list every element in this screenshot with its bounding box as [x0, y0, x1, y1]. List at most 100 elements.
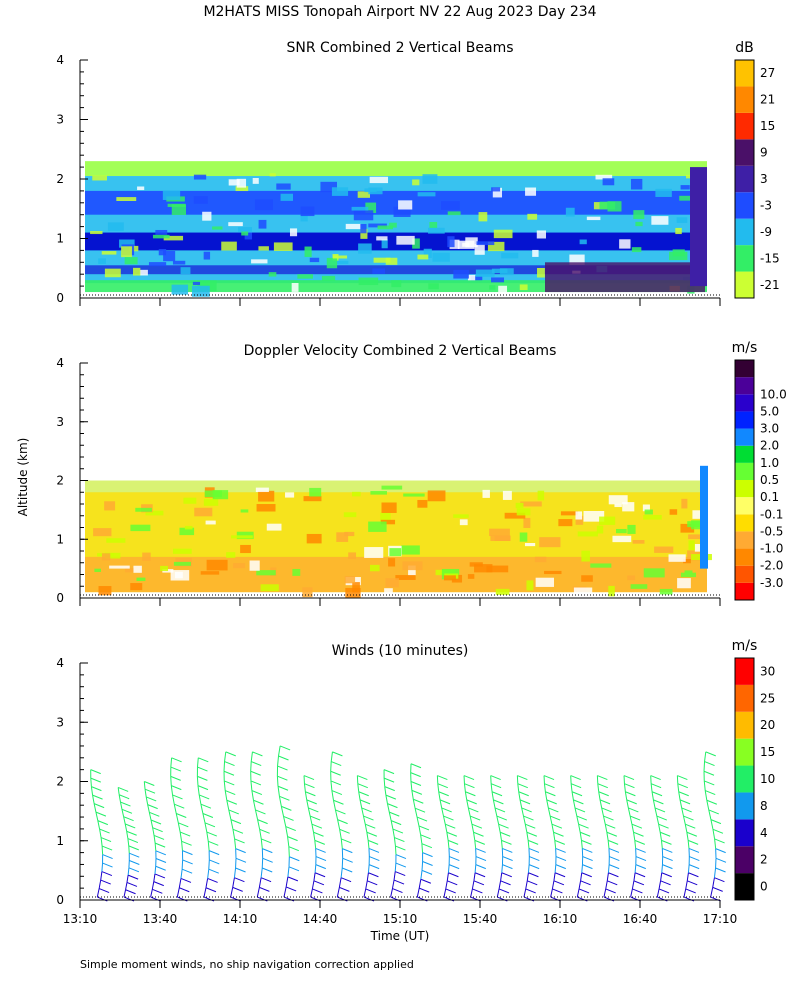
wind-staff: [181, 841, 183, 851]
wind-staff: [523, 888, 527, 898]
colorbar-frame: [734, 59, 755, 299]
vel-cell: [408, 565, 416, 576]
wind-barb: [357, 775, 368, 781]
wind-staff: [421, 861, 424, 871]
wind-barb: [383, 769, 395, 775]
vel-cell: [381, 485, 403, 490]
vel-cell: [577, 531, 598, 537]
vel-cell: [526, 580, 534, 591]
wind-barb: [251, 790, 263, 796]
wind-barb: [606, 831, 618, 837]
wind-barb: [438, 791, 449, 797]
snr-cell: [326, 257, 338, 269]
wind-barb: [304, 783, 315, 789]
wind-staff: [416, 816, 420, 827]
wind-staff: [337, 819, 341, 830]
snr-cell: [478, 212, 488, 222]
colorbar-frame: [734, 657, 755, 901]
snr-cell: [252, 177, 259, 184]
wind-staff: [232, 829, 236, 840]
wind-barb: [410, 772, 421, 778]
snr-cell: [475, 269, 495, 277]
vel-cell: [489, 528, 510, 537]
wind-barb: [390, 820, 402, 826]
wind-staff: [553, 872, 556, 881]
wind-barb: [358, 791, 369, 797]
wind-staff: [309, 815, 313, 825]
colorbar-swatch: [735, 531, 754, 549]
wind-staff: [127, 867, 130, 876]
wind-barb: [581, 872, 592, 878]
snr-cell: [381, 239, 388, 249]
wind-staff: [226, 800, 230, 811]
wind-barb: [678, 791, 689, 797]
wind-barb: [389, 811, 400, 817]
wind-barb: [368, 864, 380, 870]
wind-staff: [384, 786, 387, 796]
wind-barb: [306, 799, 317, 805]
colorbar-swatch: [735, 411, 754, 429]
snr-cell: [300, 214, 308, 222]
wind-barb: [420, 834, 431, 840]
wind-barb: [624, 783, 635, 789]
snr-cell: [635, 221, 643, 227]
snr-cell: [258, 219, 267, 229]
vel-cell: [343, 512, 357, 518]
vel-cell: [627, 524, 636, 534]
wind-barb: [629, 815, 641, 821]
wind-barb: [651, 791, 663, 797]
wind-barb: [554, 872, 566, 878]
wind-staff: [232, 877, 235, 888]
wind-barb: [257, 819, 268, 825]
footnote: Simple moment winds, no ship navigation …: [80, 958, 414, 971]
wind-staff: [100, 871, 103, 881]
snr-cell: [280, 193, 294, 201]
wind-barb: [303, 775, 315, 781]
wind-staff: [154, 843, 157, 851]
wind-staff: [521, 807, 524, 817]
wind-profile: [303, 775, 327, 902]
wind-staff: [501, 864, 503, 873]
wind-staff: [706, 800, 710, 811]
vel-cell: [160, 565, 169, 572]
wind-barb: [464, 783, 475, 789]
wind-staff: [332, 800, 336, 811]
vel-cell: [385, 578, 399, 588]
vel-cell: [575, 515, 584, 525]
wind-barb: [287, 876, 299, 882]
wind-barb: [421, 843, 433, 849]
wind-staff: [118, 794, 121, 803]
snr-cell: [498, 285, 508, 294]
wind-barb: [411, 789, 423, 795]
snr-cell: [104, 268, 121, 278]
wind-staff: [550, 888, 553, 898]
wind-barb: [688, 847, 700, 853]
vel-cell: [443, 575, 456, 581]
y-tick-label: 4: [56, 356, 64, 370]
wind-staff: [652, 799, 656, 809]
snr-cell: [320, 181, 337, 193]
wind-staff: [362, 815, 366, 825]
colorbar-swatch: [735, 658, 754, 685]
vel-cell: [616, 528, 627, 534]
wind-barb: [152, 888, 163, 894]
wind-staff: [310, 888, 313, 898]
vel-cell: [669, 509, 678, 515]
wind-barb: [528, 847, 540, 853]
wind-barb: [208, 850, 220, 856]
wind-barb: [463, 775, 475, 781]
vel-cell: [94, 568, 101, 572]
wind-profile: [623, 775, 647, 902]
snr-cell: [373, 257, 391, 263]
wind-barb: [601, 807, 612, 813]
wind-staff: [314, 864, 317, 873]
wind-barb: [552, 888, 563, 894]
wind-profile: [410, 763, 433, 902]
vel-cell: [575, 511, 583, 520]
wind-barb: [182, 850, 193, 856]
snr-cell: [467, 274, 476, 281]
vel-cell: [260, 584, 279, 592]
wind-staff: [687, 864, 690, 873]
wind-barb: [311, 823, 323, 829]
y-tick-label: 4: [56, 656, 64, 670]
